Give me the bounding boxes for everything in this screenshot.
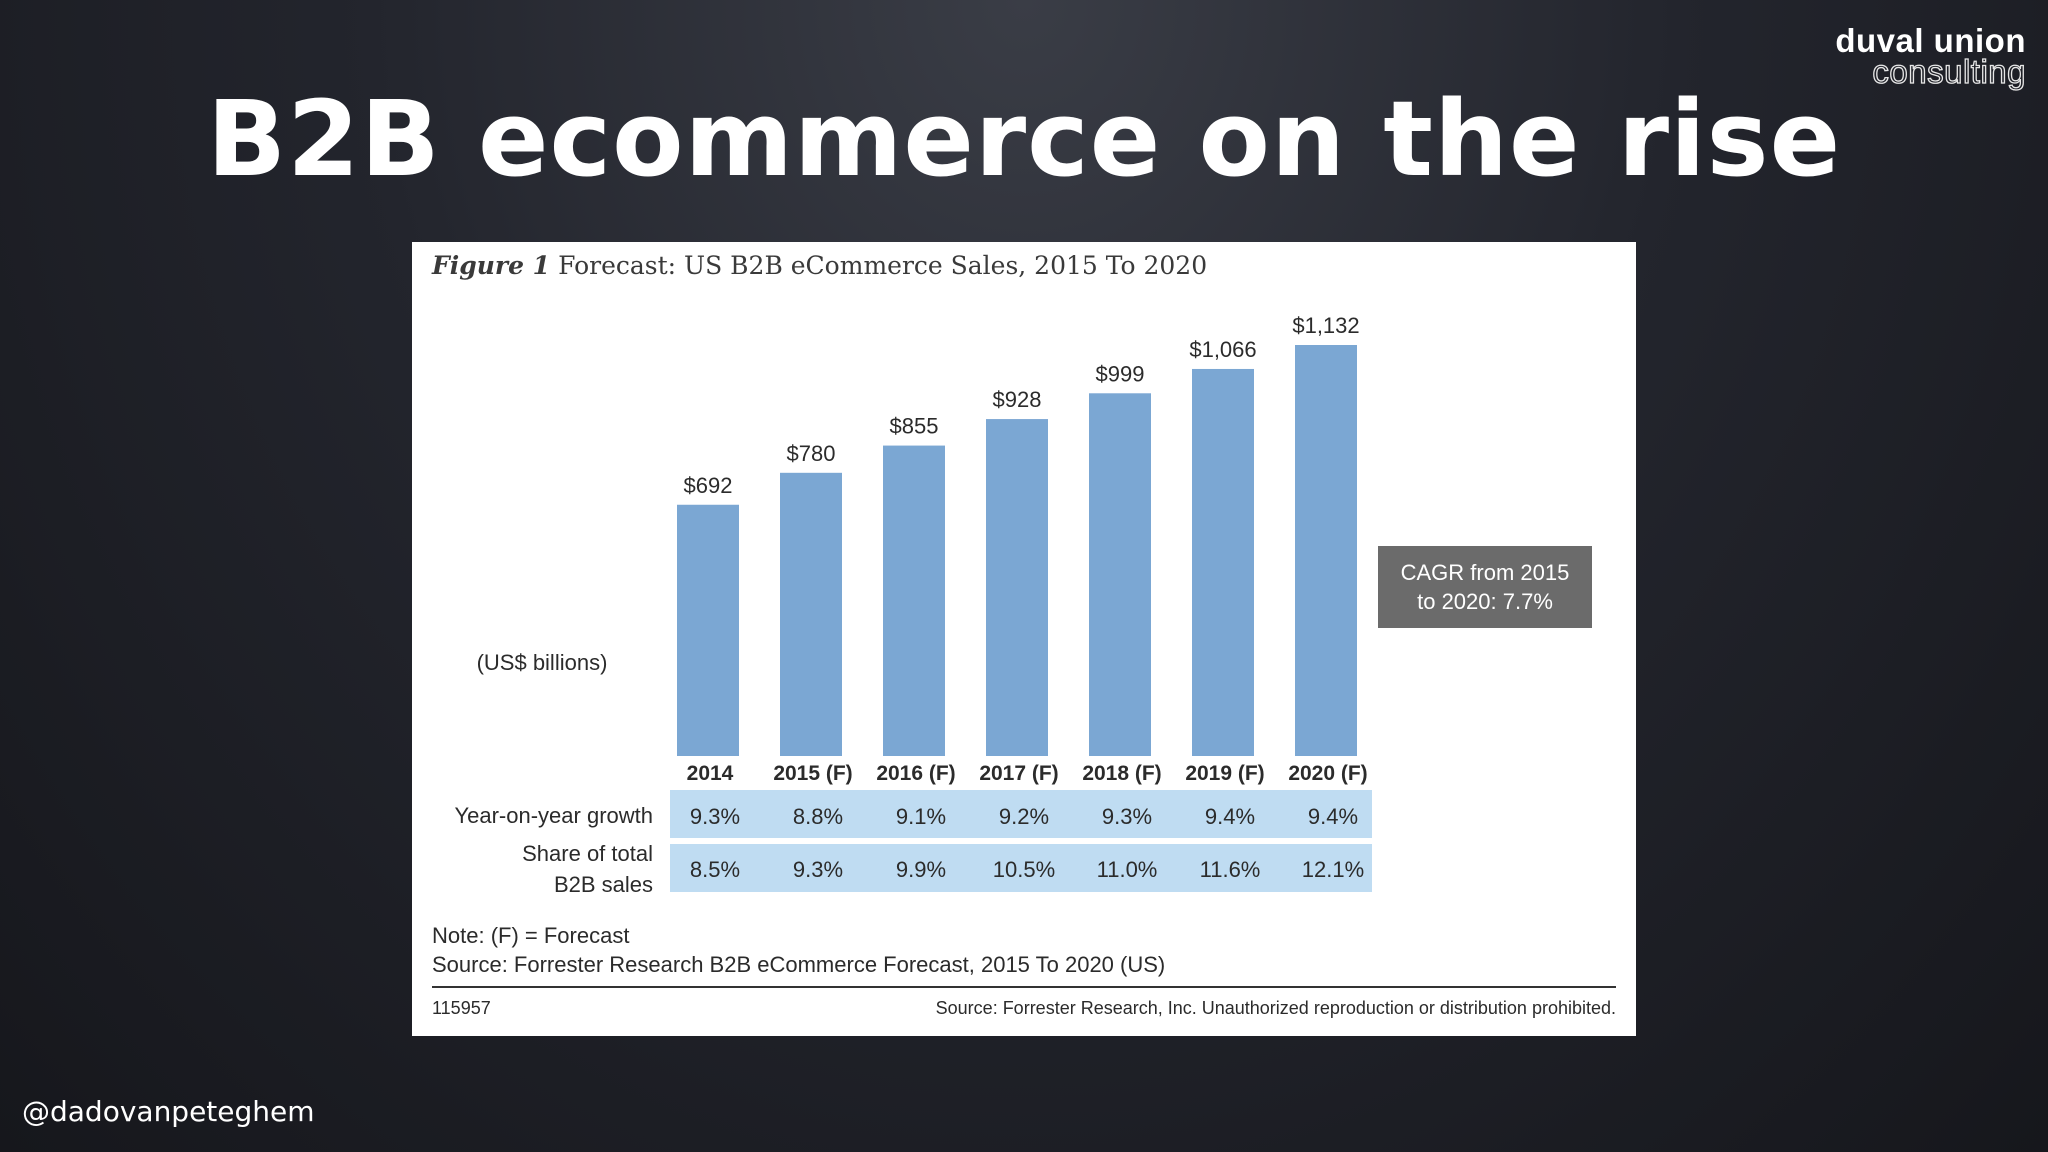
table-cell: 8.5% [690, 857, 740, 882]
table-row-label: Year-on-year growth [454, 803, 653, 828]
cagr-box [1378, 546, 1592, 628]
data-table: Year-on-year growth 9.3% 8.8% 9.1% 9.2% 9.3% 9… [454, 790, 1372, 897]
slide-title: B2B ecommerce on the rise [206, 78, 1842, 200]
x-tick-label: 2016 (F) [876, 762, 955, 785]
footer-id: 115957 [432, 998, 491, 1018]
bar-value-label: $1,132 [1292, 313, 1359, 338]
bar-2018f [1089, 393, 1151, 756]
bar-value-label: $780 [787, 441, 836, 466]
bar-value-label: $1,066 [1189, 337, 1256, 362]
table-cell: 8.8% [793, 804, 843, 829]
x-tick-label: 2018 (F) [1082, 762, 1161, 785]
bar-2020f [1295, 345, 1357, 756]
figure-title-text: Forecast: US B2B eCommerce Sales, 2015 T… [558, 251, 1207, 280]
y-axis-unit-label: (US$ billions) [477, 650, 608, 675]
table-cell: 9.3% [690, 804, 740, 829]
footer-copyright: Source: Forrester Research, Inc. Unautho… [936, 998, 1616, 1018]
table-cell: 9.3% [793, 857, 843, 882]
table-band-row-1 [670, 790, 1372, 838]
figure-note: Note: (F) = Forecast [432, 923, 629, 948]
table-cell: 9.1% [896, 804, 946, 829]
bars-layer: $692 2014 $780 2015 (F) $855 2016 (F) $928 2017… [677, 313, 1368, 785]
cagr-text-line1: CAGR from 2015 [1401, 560, 1570, 585]
table-cell: 9.2% [999, 804, 1049, 829]
bar-2017f [986, 419, 1048, 756]
bar-2016f [883, 445, 945, 756]
x-tick-label: 2014 [687, 762, 734, 785]
bar-chart: Figure 1 Forecast: US B2B eCommerce Sales… [431, 251, 1616, 1018]
bar-value-label: $999 [1096, 361, 1145, 386]
figure-source: Source: Forrester Research B2B eCommerce… [432, 952, 1165, 977]
x-tick-label: 2020 (F) [1288, 762, 1367, 785]
table-cell: 9.9% [896, 857, 946, 882]
x-tick-label: 2015 (F) [773, 762, 852, 785]
table-cell: 9.4% [1205, 804, 1255, 829]
table-cell: 11.0% [1097, 857, 1158, 882]
figure-card: Figure 1 Forecast: US B2B eCommerce Sales… [412, 242, 1636, 1036]
logo-wordmark-bottom: consulting [1872, 53, 2026, 90]
table-row-label: B2B sales [554, 872, 653, 897]
x-tick-label: 2017 (F) [979, 762, 1058, 785]
bar-value-label: $692 [684, 473, 733, 498]
bar-2019f [1192, 368, 1254, 756]
table-cell: 9.3% [1102, 804, 1152, 829]
table-cell: 9.4% [1308, 804, 1358, 829]
figure-title: Figure 1 Forecast: US B2B eCommerce Sales… [431, 251, 1207, 280]
table-cell: 10.5% [993, 857, 1055, 882]
logo-wordmark-top: duval union [1835, 22, 2026, 59]
x-tick-label: 2019 (F) [1185, 762, 1264, 785]
figure-label: Figure 1 [431, 251, 550, 280]
company-logo: duval union consulting [1835, 22, 2026, 90]
bar-value-label: $855 [890, 414, 939, 439]
table-cell: 11.6% [1200, 857, 1261, 882]
cagr-text-line2: to 2020: 7.7% [1417, 589, 1553, 614]
bar-value-label: $928 [993, 387, 1042, 412]
table-row-label: Share of total [522, 841, 653, 866]
table-band-row-2 [670, 844, 1372, 892]
bar-2015f [780, 472, 842, 756]
table-cell: 12.1% [1302, 857, 1364, 882]
cagr-callout: CAGR from 2015 to 2020: 7.7% [1378, 546, 1592, 628]
bar-2014 [677, 504, 739, 756]
social-handle: @dadovanpeteghem [22, 1095, 315, 1128]
